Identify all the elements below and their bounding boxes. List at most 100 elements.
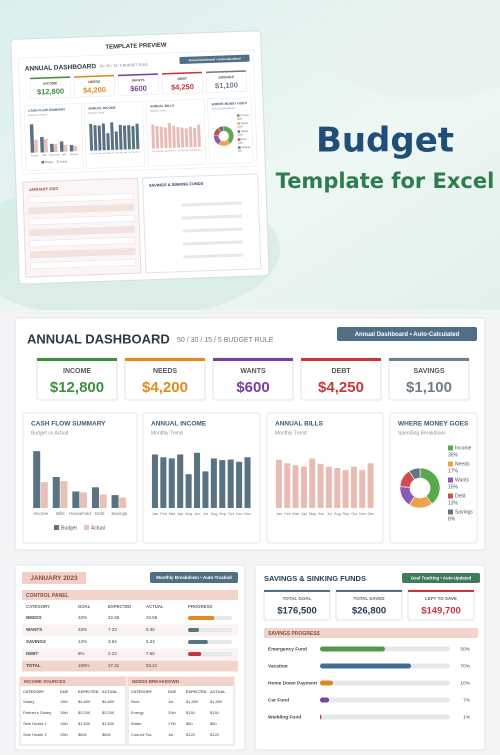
x-tick-label: Mar [169, 512, 176, 516]
bar [219, 460, 226, 508]
badge-text: Annual Dashboard • Auto-Calculated [188, 56, 241, 62]
legend-swatch [448, 509, 453, 515]
kpi-accent [74, 74, 115, 78]
table-cell: Side Hustle 2 [23, 732, 48, 737]
fund-percent: 1% [463, 714, 471, 720]
column-header: ACTUAL [102, 690, 118, 694]
fund-name: Home Down Payment [268, 680, 317, 686]
table-row [22, 648, 238, 660]
x-tick-label: Aug [120, 151, 123, 154]
bar [91, 487, 99, 508]
column-header: DUE [168, 690, 176, 694]
table-cell: Energy [131, 710, 144, 715]
bar [275, 459, 282, 508]
bar [80, 492, 88, 508]
legend-value: 13% [238, 142, 244, 145]
bar [155, 125, 160, 149]
legend-value: 35% [448, 452, 459, 458]
x-tick-label: May [185, 512, 192, 516]
kpi-value: $12,800 [50, 379, 104, 396]
x-tick-label: Dec [198, 149, 201, 151]
legend-swatch [237, 130, 241, 133]
bar [188, 126, 193, 148]
card-label: LEFT TO SAVE [425, 596, 457, 601]
bar [167, 123, 172, 148]
bar [292, 465, 299, 508]
chart-panel [145, 99, 207, 167]
column-header: EXPECTED [108, 604, 131, 609]
legend-label: Needs [455, 461, 470, 467]
bar [43, 138, 48, 153]
preview-row [29, 226, 135, 237]
kpi-label: WANTS [240, 368, 266, 375]
preview-bar [181, 201, 242, 207]
fund-percent: 7% [463, 697, 471, 703]
kpi-value: $1,100 [406, 379, 452, 396]
preview-savings [142, 173, 262, 274]
x-tick-label: Jun [173, 150, 176, 152]
table-cell: 27.31 [108, 663, 120, 668]
dashboard-title: ANNUAL DASHBOARD [27, 331, 170, 346]
table-cell: 100% [78, 663, 90, 668]
card-value: $176,500 [277, 606, 317, 617]
kpi-value: $4,250 [171, 82, 194, 92]
table-cell: $150 [210, 710, 220, 715]
progress-track [320, 697, 450, 703]
legend-swatch [41, 160, 45, 164]
chart-panel [142, 412, 261, 544]
x-tick-label: Dec [244, 512, 251, 516]
table-row [22, 624, 238, 636]
x-tick-label: Feb [156, 151, 159, 153]
legend-label: Budget [45, 161, 53, 164]
badge [179, 54, 250, 65]
monthly-panel: JANUARY 2023 Monthly Breakdown • Auto-Tra… [14, 564, 246, 751]
bar [350, 466, 357, 508]
table-cell: $1,500 [186, 699, 199, 704]
card-label: TOTAL SAVED [354, 596, 386, 601]
pie-slice [217, 125, 224, 133]
preview-row [29, 237, 136, 248]
table-cell: 5.35 [146, 627, 155, 632]
legend-swatch [236, 114, 240, 117]
table-cell: 13% [78, 639, 87, 644]
kpi-label: INCOME [43, 81, 58, 86]
table-cell: Salary [23, 699, 34, 704]
x-tick-label: Jan [276, 512, 282, 516]
bar [69, 144, 74, 152]
bar [60, 481, 68, 508]
preview-monthly-title: JANUARY 2023 [29, 186, 59, 192]
x-tick-label: Oct [228, 512, 235, 516]
preview-row [28, 204, 134, 215]
card-label: TOTAL GOAL [283, 596, 312, 601]
x-tick-label: Apr [103, 152, 106, 155]
x-tick-label: Feb [284, 512, 291, 516]
table-cell: 33.55 [146, 615, 158, 620]
bar [284, 463, 291, 508]
bar [33, 451, 41, 508]
badge [150, 572, 238, 583]
kpi-label: DEBT [177, 77, 188, 81]
preview-bar [181, 214, 243, 220]
preview-row [28, 193, 134, 204]
progress-bar [188, 640, 208, 644]
badge [402, 573, 480, 583]
bar [197, 124, 201, 147]
progress-bar [188, 652, 202, 656]
table-cell: $3,200 [78, 710, 91, 715]
badge [337, 327, 477, 341]
kpi-label: DEBT [331, 368, 351, 375]
x-tick-label: Aug [334, 512, 341, 516]
kpi-value: $600 [130, 84, 147, 94]
bar [63, 144, 68, 152]
card-accent [336, 590, 402, 592]
table-cell: Partner's Salary [23, 710, 51, 715]
bar [160, 457, 167, 508]
kpi-label: NEEDS [153, 368, 177, 375]
column-header: CATEGORY [23, 690, 45, 694]
legend-value: 13% [448, 500, 459, 506]
hero-title: Budget [316, 121, 454, 161]
bar [172, 125, 176, 148]
x-tick-label: Apr [301, 512, 308, 516]
bar [72, 491, 80, 508]
